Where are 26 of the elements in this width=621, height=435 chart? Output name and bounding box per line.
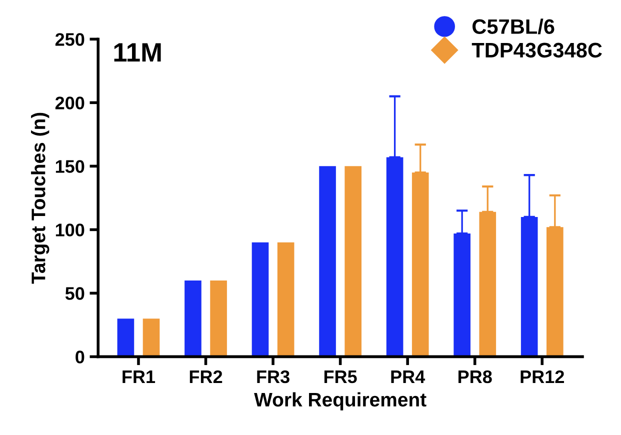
- y-tick-label: 150: [56, 160, 84, 173]
- x-tick-label: PR8: [458, 370, 492, 384]
- bar: [277, 242, 294, 357]
- y-axis-title: Target Touches (n): [31, 112, 50, 284]
- bar: [142, 318, 160, 357]
- y-tick-label: 100: [56, 224, 84, 236]
- y-tick-label: 50: [65, 287, 84, 300]
- x-axis-title: Work Requirement: [254, 392, 426, 410]
- bar: [319, 166, 336, 357]
- legend-label: C57BL/6: [472, 18, 554, 34]
- x-tick-label: FR5: [324, 370, 357, 384]
- y-tick-label: 200: [55, 96, 84, 110]
- x-tick-label: FR2: [190, 370, 222, 383]
- x-tick-label: PR4: [391, 370, 426, 383]
- bar: [252, 242, 269, 357]
- chart-title: 11M: [114, 43, 161, 62]
- bar: [117, 318, 134, 357]
- bar: [210, 280, 227, 357]
- bar: [184, 280, 202, 357]
- x-tick-label: PR12: [520, 370, 564, 383]
- x-tick-label: FR1: [122, 370, 156, 383]
- y-tick-label: 250: [55, 33, 84, 46]
- x-tick-label: FR3: [257, 370, 290, 384]
- bar: [344, 166, 362, 357]
- legend-label: TDP43G348C: [472, 42, 602, 58]
- y-tick-label: 0: [76, 350, 84, 364]
